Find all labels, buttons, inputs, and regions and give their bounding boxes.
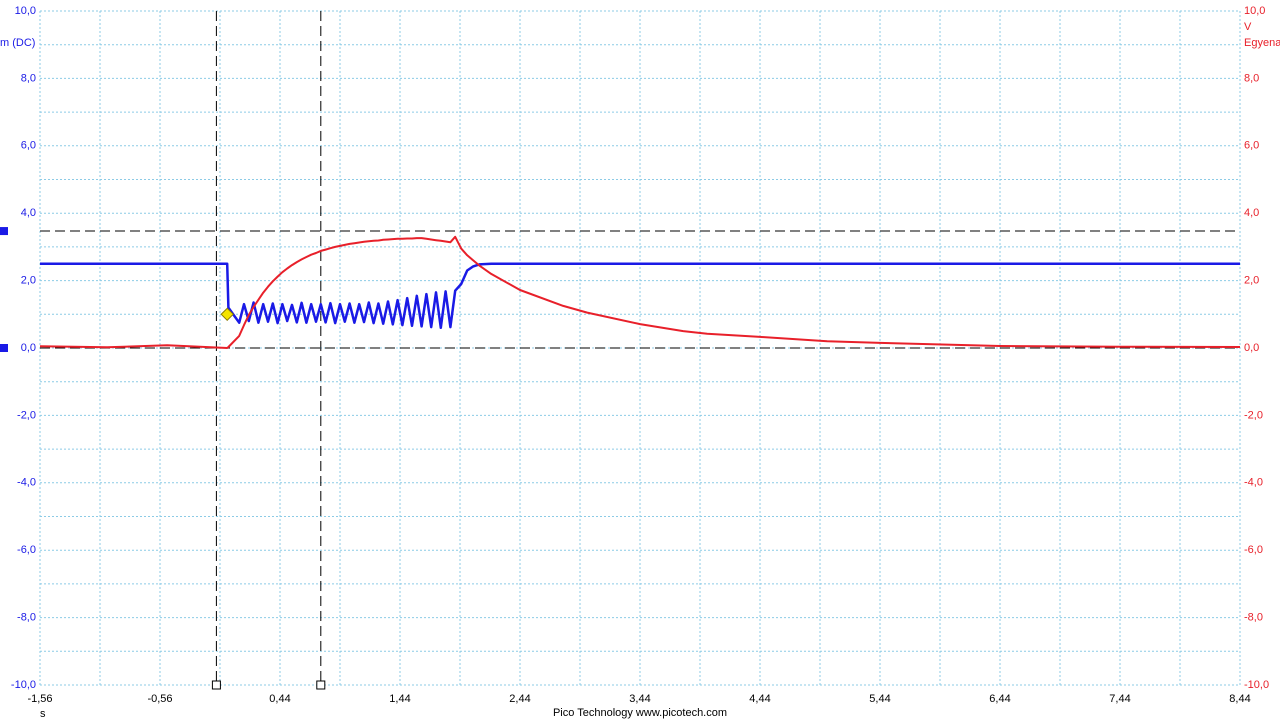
- x-tick-label: 2,44: [509, 693, 530, 705]
- y-tick-label: -2,0: [17, 409, 36, 421]
- y2-tick-label: -4,0: [1244, 477, 1263, 489]
- series-line: [39, 235, 1241, 349]
- x-tick-label: 8,44: [1229, 693, 1250, 705]
- y2-tick-label: -2,0: [1244, 409, 1263, 421]
- x-tick-label: -1,56: [27, 693, 52, 705]
- y2-axis-label: Egyena: [1244, 37, 1280, 49]
- x-tick-label: 4,44: [749, 693, 770, 705]
- ruler-handle: [316, 680, 326, 690]
- y-tick-label: 10,0: [15, 5, 36, 17]
- x-tick-label: -0,56: [147, 693, 172, 705]
- y2-tick-label: 10,0: [1244, 5, 1265, 17]
- y-tick-label: 8,0: [21, 72, 36, 84]
- x-tick-label: 6,44: [989, 693, 1010, 705]
- footer: Pico Technology www.picotech.com: [553, 707, 727, 719]
- y-tick-label: -4,0: [17, 477, 36, 489]
- channel-marker: [0, 227, 8, 236]
- y2-axis-unit: V: [1244, 21, 1252, 33]
- channel-marker: [0, 344, 8, 352]
- x-tick-label: 0,44: [269, 693, 290, 705]
- y2-tick-label: -6,0: [1244, 544, 1263, 556]
- x-axis-unit: s: [40, 708, 46, 720]
- x-tick-label: 7,44: [1109, 693, 1130, 705]
- y2-tick-label: -10,0: [1244, 679, 1269, 691]
- y-tick-label: 0,0: [21, 342, 36, 354]
- y2-tick-label: 0,0: [1244, 342, 1259, 354]
- y-axis-label: m (DC): [0, 37, 35, 49]
- x-tick-label: 1,44: [389, 693, 410, 705]
- y2-tick-label: -8,0: [1244, 612, 1263, 624]
- y2-tick-label: 6,0: [1244, 140, 1259, 152]
- ruler-handle: [211, 680, 221, 690]
- y-tick-label: -8,0: [17, 612, 36, 624]
- y2-tick-label: 2,0: [1244, 275, 1259, 287]
- x-tick-label: 5,44: [869, 693, 890, 705]
- y-tick-label: -6,0: [17, 544, 36, 556]
- series-line: [40, 262, 1240, 330]
- y-tick-label: -10,0: [11, 679, 36, 691]
- y-tick-label: 2,0: [21, 275, 36, 287]
- y-tick-label: 6,0: [21, 140, 36, 152]
- y2-tick-label: 8,0: [1244, 72, 1259, 84]
- y-tick-label: 4,0: [21, 207, 36, 219]
- x-tick-label: 3,44: [629, 693, 650, 705]
- y2-tick-label: 4,0: [1244, 207, 1259, 219]
- trigger-marker: [220, 307, 234, 322]
